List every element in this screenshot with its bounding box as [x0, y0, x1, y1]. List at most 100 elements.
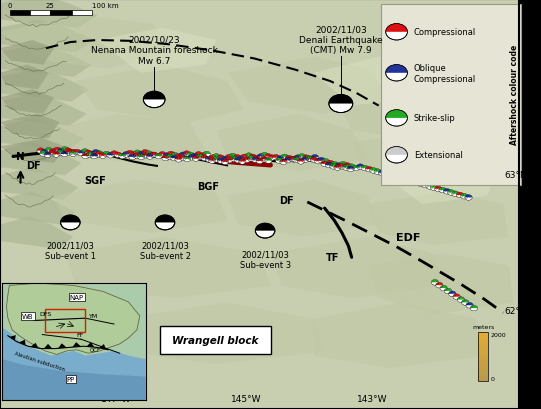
Wedge shape — [199, 153, 207, 156]
Wedge shape — [386, 147, 407, 155]
Circle shape — [149, 153, 156, 158]
Wedge shape — [170, 156, 178, 159]
Circle shape — [361, 166, 368, 171]
Text: 100 km: 100 km — [92, 2, 118, 9]
Circle shape — [39, 151, 47, 157]
Polygon shape — [10, 335, 16, 341]
Wedge shape — [456, 193, 464, 196]
Wedge shape — [217, 155, 225, 158]
Wedge shape — [325, 163, 333, 166]
Wedge shape — [331, 162, 338, 165]
Circle shape — [436, 283, 443, 288]
Circle shape — [329, 164, 337, 170]
Bar — [478, 366, 488, 368]
Circle shape — [199, 153, 207, 159]
Circle shape — [430, 185, 438, 191]
Circle shape — [188, 155, 195, 161]
Wedge shape — [374, 169, 381, 172]
Wedge shape — [382, 172, 390, 175]
Wedge shape — [150, 153, 158, 155]
Circle shape — [129, 155, 136, 160]
Wedge shape — [370, 168, 377, 171]
Bar — [45, 309, 85, 333]
Circle shape — [48, 151, 56, 157]
Wedge shape — [294, 155, 301, 158]
Circle shape — [170, 156, 178, 162]
Circle shape — [208, 158, 216, 164]
Wedge shape — [386, 25, 407, 33]
Circle shape — [325, 163, 333, 169]
Text: 62°N: 62°N — [504, 306, 527, 315]
Wedge shape — [99, 153, 107, 156]
Circle shape — [73, 150, 81, 155]
Wedge shape — [201, 156, 208, 159]
Text: 25: 25 — [46, 2, 55, 9]
Circle shape — [92, 150, 100, 156]
Wedge shape — [90, 154, 98, 157]
Circle shape — [434, 187, 442, 192]
Wedge shape — [276, 156, 284, 159]
Text: 2002/11/03
Sub-event 3: 2002/11/03 Sub-event 3 — [240, 249, 291, 269]
Circle shape — [234, 158, 242, 164]
Text: DFS: DFS — [39, 311, 51, 316]
Circle shape — [352, 166, 360, 171]
Circle shape — [229, 154, 236, 160]
Wedge shape — [268, 155, 276, 158]
Wedge shape — [183, 157, 191, 160]
Text: BGF: BGF — [197, 181, 219, 191]
Polygon shape — [76, 65, 243, 123]
Wedge shape — [297, 159, 305, 162]
Circle shape — [370, 168, 377, 174]
Wedge shape — [213, 157, 220, 160]
Circle shape — [69, 150, 76, 155]
Wedge shape — [167, 152, 175, 155]
Wedge shape — [69, 150, 76, 153]
Wedge shape — [322, 159, 329, 162]
Wedge shape — [82, 154, 89, 157]
Circle shape — [179, 155, 187, 161]
Circle shape — [452, 191, 459, 197]
Wedge shape — [249, 155, 256, 157]
Circle shape — [326, 161, 334, 166]
Circle shape — [159, 152, 166, 158]
Circle shape — [447, 190, 455, 196]
Polygon shape — [0, 20, 95, 53]
Wedge shape — [155, 216, 175, 223]
Circle shape — [456, 193, 464, 198]
Circle shape — [297, 159, 305, 165]
Circle shape — [247, 156, 255, 162]
Circle shape — [339, 162, 347, 168]
Circle shape — [338, 164, 346, 170]
Text: 0: 0 — [8, 2, 12, 9]
Polygon shape — [0, 139, 65, 164]
Circle shape — [268, 155, 276, 161]
Text: 2002/11/03
Sub-event 2: 2002/11/03 Sub-event 2 — [140, 241, 190, 261]
Wedge shape — [145, 151, 153, 154]
Circle shape — [466, 303, 473, 308]
Circle shape — [155, 216, 175, 230]
Text: EDF: EDF — [396, 232, 421, 242]
Circle shape — [230, 157, 237, 162]
Polygon shape — [227, 180, 379, 237]
Bar — [478, 334, 488, 335]
Wedge shape — [447, 190, 455, 193]
Text: 63°N: 63°N — [504, 171, 527, 180]
Bar — [478, 378, 488, 380]
Circle shape — [348, 164, 355, 170]
Wedge shape — [329, 164, 337, 167]
Text: PP: PP — [67, 376, 75, 382]
Circle shape — [276, 156, 284, 162]
Wedge shape — [256, 159, 263, 162]
Wedge shape — [395, 175, 403, 178]
Circle shape — [378, 171, 386, 176]
Wedge shape — [57, 149, 65, 152]
Polygon shape — [19, 340, 25, 346]
Wedge shape — [400, 177, 407, 180]
Wedge shape — [65, 150, 72, 153]
Circle shape — [265, 154, 272, 160]
Wedge shape — [155, 154, 162, 157]
Bar — [478, 340, 488, 342]
Wedge shape — [69, 151, 77, 154]
Circle shape — [183, 151, 190, 157]
Circle shape — [217, 155, 225, 161]
